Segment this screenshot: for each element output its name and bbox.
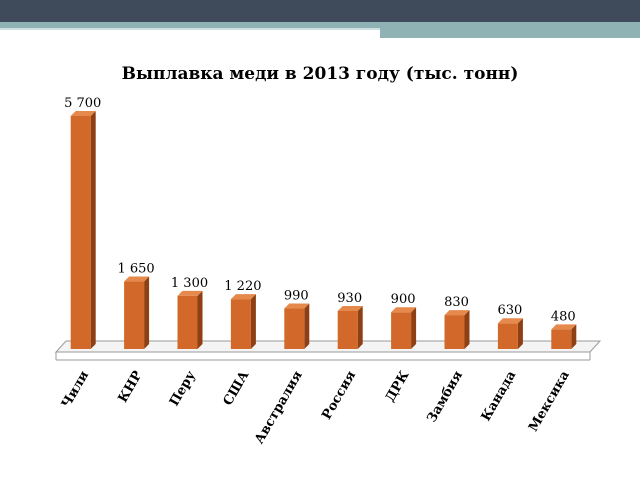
category-label: Канада — [479, 368, 520, 424]
bar-top — [551, 324, 577, 330]
data-label: 1 650 — [117, 262, 154, 277]
data-label: 630 — [497, 303, 522, 318]
slide-header-band — [0, 0, 640, 22]
category-label: США — [221, 368, 253, 408]
bar — [391, 312, 412, 349]
data-label: 900 — [391, 292, 416, 307]
data-label: 830 — [444, 295, 469, 310]
bar — [497, 323, 518, 349]
bar-side — [571, 324, 577, 349]
bar — [284, 308, 305, 349]
bar — [551, 329, 572, 349]
data-label: 5 700 — [64, 96, 101, 111]
category-label: КНР — [116, 368, 146, 405]
bar-top — [284, 303, 310, 309]
data-label: 1 220 — [224, 279, 261, 294]
bar-side — [144, 276, 150, 349]
category-label: Австралия — [252, 368, 306, 446]
category-label: Россия — [319, 368, 359, 422]
bar-side — [464, 310, 470, 349]
bar-side — [304, 303, 310, 349]
bar-top — [124, 276, 150, 282]
category-label: Мексика — [526, 368, 573, 434]
bar-side — [250, 294, 256, 349]
bar — [444, 315, 465, 349]
data-label: 930 — [337, 291, 362, 306]
slide-header-stripe — [0, 22, 640, 28]
bar — [230, 299, 251, 349]
bar — [70, 116, 91, 349]
bar-top — [230, 294, 256, 300]
bar-side — [411, 307, 417, 349]
bar-side — [517, 318, 523, 349]
bar-top — [177, 290, 203, 296]
bar-side — [197, 290, 203, 349]
bar — [337, 310, 358, 349]
bar-top — [497, 318, 523, 324]
bar — [124, 281, 145, 349]
slide-header-accent — [380, 28, 640, 38]
category-label: Замбия — [424, 368, 466, 425]
bar-top — [70, 111, 96, 116]
bar-side — [357, 305, 363, 349]
slide-header-line — [0, 28, 380, 30]
bar-side — [90, 111, 96, 349]
bar-top — [391, 307, 417, 313]
data-label: 480 — [551, 309, 576, 324]
bar-top — [337, 305, 363, 311]
category-label: Чили — [59, 368, 92, 411]
bar-top — [444, 310, 470, 316]
bar — [177, 295, 198, 349]
chart-title: Выплавка меди в 2013 году (тыс. тонн) — [121, 64, 519, 84]
data-label: 1 300 — [171, 276, 208, 291]
data-label: 990 — [284, 289, 309, 304]
category-label: ДРК — [383, 368, 413, 404]
category-label: Перу — [167, 368, 199, 409]
